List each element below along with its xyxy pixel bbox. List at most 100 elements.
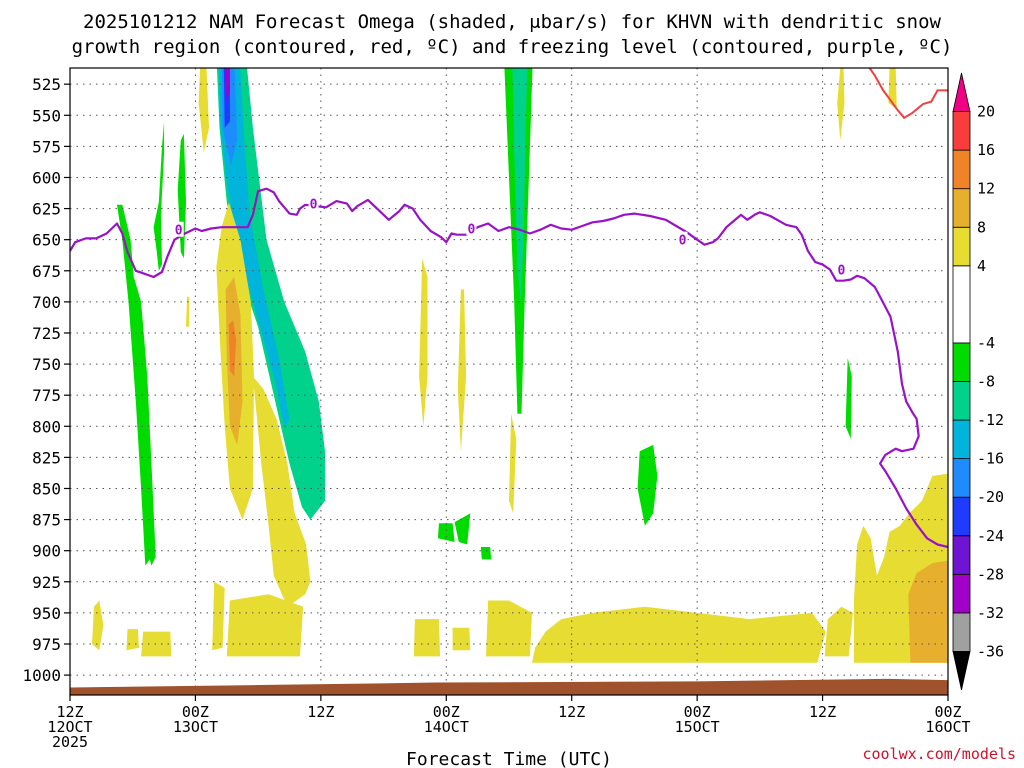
colorbar-label-5: -4 [977, 334, 995, 352]
x-tick-label-0-3: 2025 [52, 733, 88, 751]
freezing-label-bg-3 [677, 231, 688, 247]
omega-region-23 [419, 258, 428, 427]
ground-surface [70, 678, 948, 695]
omega-region-12 [637, 444, 658, 526]
x-tick-label-3-2: 14OCT [424, 718, 469, 736]
omega-region-4 [212, 68, 417, 532]
y-tick-label-14: 875 [32, 511, 61, 530]
omega-region-13 [845, 357, 852, 439]
omega-region-0 [117, 204, 152, 566]
y-tick-label-1: 550 [32, 106, 61, 125]
omega-shading-layer [92, 68, 948, 663]
colorbar-swatch-7 [952, 381, 971, 421]
colorbar-swatch-3 [952, 535, 971, 575]
omega-region-19 [228, 320, 237, 377]
colorbar-swatch-13 [952, 111, 971, 151]
omega-region-39 [908, 560, 948, 663]
colorbar-label-0: 20 [977, 103, 995, 121]
freezing-level-label-0: 0 [175, 224, 183, 239]
y-axis: 525 550 575 600 625 650 675 700 725 750 775 800 825 8… [22, 75, 70, 685]
colorbar-swatch-6 [952, 419, 971, 460]
omega-region-25 [509, 413, 517, 514]
omega-region-11 [512, 68, 528, 302]
colorbar-swatch-1 [952, 612, 971, 652]
x-tick-label-2-1: 12Z [307, 703, 334, 721]
y-tick-label-8: 725 [32, 324, 61, 343]
y-tick-label-11: 800 [32, 417, 61, 436]
omega-region-33 [413, 619, 440, 657]
y-tick-label-13: 850 [32, 479, 61, 498]
credit-text: coolwx.com/models [862, 745, 1016, 763]
x-tick-label-6-1: 12Z [809, 703, 836, 721]
omega-region-21 [198, 68, 209, 153]
dgz-contour-line [868, 68, 948, 120]
freezing-level-label-2: 0 [467, 222, 475, 237]
contour-layer: 0 0 0 0 0 [70, 68, 948, 549]
y-tick-label-7: 700 [32, 293, 61, 312]
y-tick-label-12: 825 [32, 448, 61, 467]
y-tick-label-4: 625 [32, 200, 61, 219]
y-tick-label-0: 525 [32, 75, 61, 94]
omega-region-6 [218, 68, 290, 427]
colorbar-label-4: 4 [977, 257, 986, 275]
colorbar-label-11: -28 [977, 565, 1004, 583]
omega-region-15 [454, 513, 471, 545]
omega-region-29 [126, 629, 139, 651]
colorbar-swatch-4 [952, 496, 971, 537]
omega-region-16 [480, 547, 492, 560]
colorbar-swatch-8 [952, 342, 971, 382]
y-tick-label-5: 650 [32, 231, 61, 250]
colorbar-swatch-12 [952, 149, 971, 190]
y-tick-label-9: 750 [32, 355, 61, 374]
x-tick-label-7-1: 00Z [934, 703, 961, 721]
ground-layer [70, 678, 948, 695]
freezing-label-bg-4 [836, 261, 847, 277]
freezing-label-bg-0 [173, 221, 184, 237]
colorbar-swatch-5 [952, 458, 971, 498]
y-tick-label-3: 600 [32, 168, 61, 187]
y-tick-label-2: 575 [32, 137, 61, 156]
x-tick-label-5-2: 15OCT [675, 718, 720, 736]
omega-region-30 [141, 631, 172, 657]
omega-region-14 [437, 523, 455, 542]
x-tick-label-0-1: 12Z [56, 703, 83, 721]
colorbar-swatch-11 [952, 188, 971, 228]
colorbar-label-3: 8 [977, 218, 986, 236]
y-tick-label-16: 925 [32, 573, 61, 592]
omega-region-20 [252, 376, 311, 607]
chart-title-line2: growth region (contoured, red, ºC) and f… [72, 36, 953, 58]
colorbar-label-1: 16 [977, 141, 995, 159]
y-tick-label-15: 900 [32, 542, 61, 561]
omega-region-32 [226, 594, 304, 657]
omega-region-28 [92, 600, 104, 651]
x-tick-label-7-2: 16OCT [925, 718, 970, 736]
x-tick-label-5-1: 00Z [684, 703, 711, 721]
omega-region-1 [130, 277, 156, 566]
plot-frame [69, 67, 949, 696]
colorbar-label-7: -12 [977, 411, 1004, 429]
x-axis-label: Forecast Time (UTC) [406, 749, 612, 768]
omega-region-35 [486, 600, 532, 657]
chart-title-line1: 2025101212 NAM Forecast Omega (shaded, μ… [83, 11, 941, 33]
y-tick-label-18: 975 [32, 635, 61, 654]
freezing-level-label-1: 0 [310, 198, 318, 213]
colorbar-label-6: -8 [977, 373, 995, 391]
colorbar-swatch-14 [952, 72, 971, 112]
x-tick-label-4-1: 12Z [558, 703, 585, 721]
omega-region-26 [837, 68, 845, 141]
omega-region-22 [186, 296, 190, 327]
freezing-label-bg-1 [308, 195, 319, 211]
freezing-level-label-3: 0 [679, 234, 687, 249]
y-tick-label-10: 775 [32, 386, 61, 405]
omega-region-34 [452, 627, 471, 651]
colorbar-label-8: -16 [977, 450, 1004, 468]
colorbar-swatch-2 [952, 573, 971, 614]
freezing-level-label-4: 0 [837, 264, 845, 279]
omega-region-24 [457, 289, 467, 452]
omega-region-2 [153, 121, 165, 271]
colorbar-label-13: -36 [977, 642, 1004, 660]
colorbar-swatch-0 [952, 651, 971, 691]
colorbar: 20 16 12 8 4 -4 -8 -12 -16 -20 -24 -28 -32 -36 [952, 72, 1004, 691]
